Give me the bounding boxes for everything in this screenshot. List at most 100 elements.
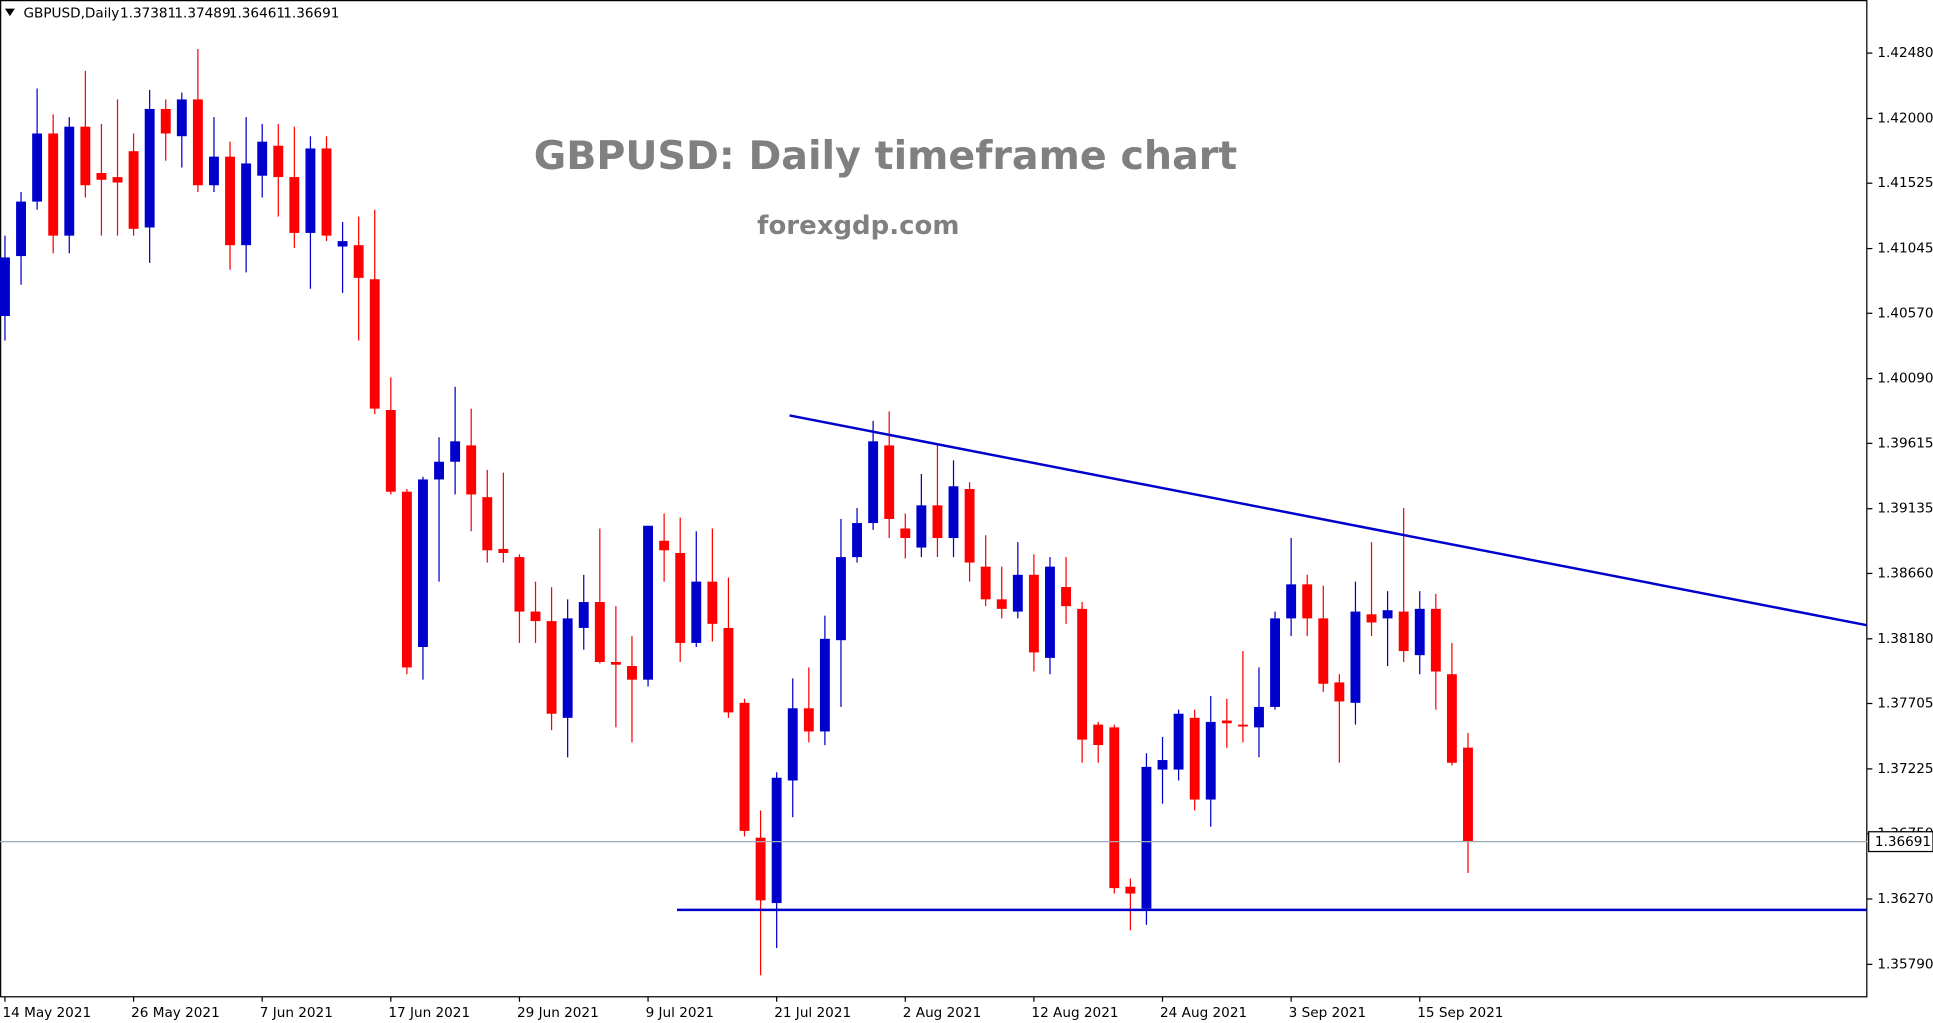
candle-body <box>1077 608 1088 740</box>
candle-body <box>1302 584 1313 619</box>
candle-body <box>128 151 139 229</box>
x-tick-label: 29 Jun 2021 <box>517 1005 599 1021</box>
x-tick-label: 14 May 2021 <box>2 1005 91 1021</box>
candle-body <box>1270 618 1281 707</box>
header-close: 1.36691 <box>283 6 339 22</box>
candle-body <box>771 777 782 904</box>
candle-body <box>643 525 653 680</box>
candle-body <box>337 241 348 247</box>
y-tick-label: 1.37705 <box>1877 696 1933 712</box>
x-tick-label: 12 Aug 2021 <box>1031 1005 1118 1021</box>
x-tick-label: 21 Jul 2021 <box>774 1005 851 1021</box>
candle-body <box>546 621 557 714</box>
x-tick-label: 26 May 2021 <box>131 1005 220 1021</box>
candle-body <box>1398 611 1409 652</box>
symbol: GBPUSD,Daily <box>24 6 120 22</box>
price-label: 1.36691 <box>1875 834 1931 850</box>
x-tick-label: 2 Aug 2021 <box>903 1005 981 1021</box>
candle-body <box>321 148 332 236</box>
x-tick-label: 9 Jul 2021 <box>646 1005 714 1021</box>
candle-body <box>369 279 380 409</box>
y-tick-label: 1.39135 <box>1877 501 1933 517</box>
y-tick-label: 1.38660 <box>1877 565 1933 581</box>
candle-body <box>385 409 396 492</box>
candle-body <box>1157 760 1168 770</box>
candle-body <box>225 156 235 246</box>
candle-body <box>578 602 589 628</box>
plot-frame <box>0 0 1868 998</box>
candle-body <box>289 177 300 233</box>
candle-body <box>627 666 637 680</box>
y-tick-label: 1.35790 <box>1877 956 1933 972</box>
x-tick-label: 3 Sep 2021 <box>1289 1005 1367 1021</box>
candle-body <box>80 126 91 186</box>
x-tick-label: 17 Jun 2021 <box>388 1005 470 1021</box>
candle-body <box>723 627 734 713</box>
x-tick-label: 7 Jun 2021 <box>260 1005 333 1021</box>
candle-body <box>241 163 252 246</box>
candle-body <box>482 497 493 551</box>
y-tick-label: 1.42000 <box>1877 111 1933 127</box>
candle-body <box>273 145 284 178</box>
candle-body <box>964 488 975 563</box>
header-open: 1.37381 <box>120 6 176 22</box>
candle-body <box>836 557 846 641</box>
candle-body <box>1334 682 1345 702</box>
candle-body <box>1463 747 1473 842</box>
candle-body <box>1189 717 1200 800</box>
candle-body <box>948 486 959 539</box>
candle-body <box>1237 724 1248 727</box>
candle-body <box>659 540 670 551</box>
candle-body <box>1382 610 1393 619</box>
candle-body <box>1318 618 1329 684</box>
candle-body <box>707 581 718 624</box>
candle-body <box>1012 574 1023 612</box>
candle-body <box>1109 727 1120 889</box>
menu-icon <box>4 8 15 17</box>
candle-body <box>32 133 43 202</box>
candle-body <box>1061 587 1072 607</box>
candle-body <box>900 528 911 539</box>
candle-body <box>1221 720 1232 724</box>
candle-body <box>594 602 605 662</box>
candle-body <box>257 141 268 176</box>
candle-body <box>819 638 830 732</box>
candle-body <box>305 148 316 233</box>
y-tick-label: 1.42480 <box>1877 45 1933 61</box>
candle-body <box>1446 674 1457 763</box>
candle-body <box>1350 611 1361 703</box>
y-tick-label: 1.39615 <box>1877 435 1933 451</box>
header-high: 1.37489 <box>174 6 230 22</box>
candle-body <box>48 133 59 236</box>
candle-body <box>176 99 187 137</box>
y-tick-label: 1.41045 <box>1877 241 1933 257</box>
candle-body <box>932 505 943 539</box>
candle-body <box>1141 766 1152 909</box>
candle-body <box>1414 608 1425 656</box>
y-tick-label: 1.36270 <box>1877 891 1933 907</box>
y-tick-label: 1.37225 <box>1877 761 1933 777</box>
header-low: 1.36461 <box>229 6 285 22</box>
candle-body <box>884 445 895 519</box>
candle-body <box>1028 574 1039 653</box>
candle-body <box>691 581 702 643</box>
candle-body <box>450 441 461 462</box>
candle-body <box>996 599 1007 609</box>
candle-body <box>418 479 428 647</box>
candle-body <box>1286 584 1297 619</box>
candle-body <box>0 257 10 317</box>
y-tick-label: 1.40090 <box>1877 371 1933 387</box>
chart-subtitle: forexgdp.com <box>757 211 959 241</box>
x-tick-label: 24 Aug 2021 <box>1160 1005 1247 1021</box>
candle-body <box>1430 608 1441 672</box>
candle-body <box>192 99 203 186</box>
candle-body <box>353 245 364 278</box>
candle-body <box>64 126 75 236</box>
candle-body <box>675 553 686 643</box>
candle-body <box>112 177 123 183</box>
candle-body <box>868 441 879 524</box>
candle-body <box>980 566 991 600</box>
candle-body <box>803 708 814 732</box>
